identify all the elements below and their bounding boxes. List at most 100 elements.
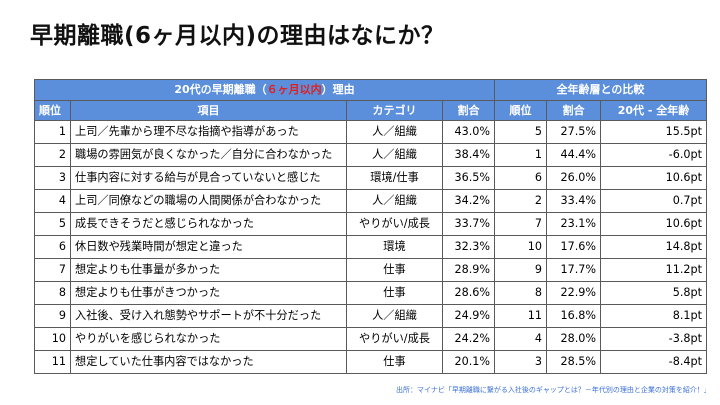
cell-rank: 9 (34, 304, 71, 328)
col-header-all-rank: 順位 (494, 100, 547, 121)
cell-all-pct: 28.0% (546, 327, 601, 351)
cell-category: 人／組織 (346, 143, 443, 167)
cell-item: 成長できそうだと感じられなかった (70, 212, 347, 236)
cell-rank: 11 (34, 350, 71, 374)
cell-item: 入社後、受け入れ態勢やサポートが不十分だった (70, 304, 347, 328)
cell-diff: 8.1pt (600, 304, 707, 328)
cell-item: 仕事内容に対する給与が見合っていないと感じた (70, 166, 347, 190)
cell-diff: 10.6pt (600, 166, 707, 190)
cell-item: やりがいを感じられなかった (70, 327, 347, 351)
cell-item: 想定よりも仕事がきつかった (70, 281, 347, 305)
cell-rank: 3 (34, 166, 71, 190)
cell-diff: -6.0pt (600, 143, 707, 167)
group-header-row: 20代の早期離職（６ヶ月以内）理由 全年齢層との比較 (34, 79, 707, 101)
cell-all-rank: 7 (494, 212, 547, 236)
table-row: 3 仕事内容に対する給与が見合っていないと感じた 環境/仕事 36.5% 6 2… (34, 166, 707, 190)
cell-all-pct: 44.4% (546, 143, 601, 167)
cell-all-pct: 16.8% (546, 304, 601, 328)
cell-all-pct: 17.7% (546, 258, 601, 282)
col-header-category: カテゴリ (346, 100, 443, 121)
cell-all-rank: 1 (494, 143, 547, 167)
group-header-20s: 20代の早期離職（６ヶ月以内）理由 (34, 79, 495, 101)
cell-category: 人／組織 (346, 120, 443, 144)
table-row: 1 上司／先輩から理不尽な指摘や指導があった 人／組織 43.0% 5 27.5… (34, 120, 707, 144)
cell-all-rank: 11 (494, 304, 547, 328)
cell-diff: -3.8pt (600, 327, 707, 351)
col-header-item: 項目 (70, 100, 347, 121)
cell-category: 仕事 (346, 350, 443, 374)
cell-all-rank: 3 (494, 350, 547, 374)
cell-diff: -8.4pt (600, 350, 707, 374)
group-header-20s-prefix: 20代の早期離職（ (174, 83, 267, 96)
cell-category: 仕事 (346, 281, 443, 305)
cell-category: やりがい/成長 (346, 327, 443, 351)
cell-all-pct: 28.5% (546, 350, 601, 374)
cell-rank: 10 (34, 327, 71, 351)
table-row: 5 成長できそうだと感じられなかった やりがい/成長 33.7% 7 23.1%… (34, 212, 707, 236)
group-header-20s-suffix: ）理由 (321, 83, 355, 96)
cell-rank: 5 (34, 212, 71, 236)
cell-pct: 34.2% (442, 189, 495, 213)
cell-all-rank: 6 (494, 166, 547, 190)
cell-item: 上司／先輩から理不尽な指摘や指導があった (70, 120, 347, 144)
col-header-diff: 20代 - 全年齢 (600, 100, 707, 121)
cell-pct: 36.5% (442, 166, 495, 190)
cell-category: 人／組織 (346, 189, 443, 213)
group-header-all-ages: 全年齢層との比較 (494, 79, 707, 101)
cell-all-pct: 27.5% (546, 120, 601, 144)
cell-all-rank: 4 (494, 327, 547, 351)
col-header-all-pct: 割合 (546, 100, 601, 121)
table-row: 8 想定よりも仕事がきつかった 仕事 28.6% 8 22.9% 5.8pt (34, 281, 707, 305)
col-header-pct: 割合 (442, 100, 495, 121)
cell-rank: 4 (34, 189, 71, 213)
cell-pct: 38.4% (442, 143, 495, 167)
cell-rank: 8 (34, 281, 71, 305)
cell-all-pct: 33.4% (546, 189, 601, 213)
cell-pct: 28.6% (442, 281, 495, 305)
cell-all-pct: 17.6% (546, 235, 601, 259)
cell-all-rank: 8 (494, 281, 547, 305)
cell-rank: 7 (34, 258, 71, 282)
cell-pct: 24.9% (442, 304, 495, 328)
cell-diff: 10.6pt (600, 212, 707, 236)
cell-diff: 15.5pt (600, 120, 707, 144)
table-row: 10 やりがいを感じられなかった やりがい/成長 24.2% 4 28.0% -… (34, 327, 707, 351)
page-title: 早期離職(6ヶ月以内)の理由はなにか？ (30, 23, 445, 49)
cell-pct: 32.3% (442, 235, 495, 259)
cell-diff: 11.2pt (600, 258, 707, 282)
cell-all-pct: 26.0% (546, 166, 601, 190)
cell-pct: 24.2% (442, 327, 495, 351)
col-header-rank: 順位 (34, 100, 71, 121)
cell-all-rank: 9 (494, 258, 547, 282)
cell-all-rank: 2 (494, 189, 547, 213)
cell-all-rank: 5 (494, 120, 547, 144)
table-row: 11 想定していた仕事内容ではなかった 仕事 20.1% 3 28.5% -8.… (34, 350, 707, 374)
group-header-20s-highlight: ６ヶ月以内 (266, 83, 322, 96)
cell-pct: 28.9% (442, 258, 495, 282)
cell-diff: 5.8pt (600, 281, 707, 305)
cell-category: 環境 (346, 235, 443, 259)
cell-rank: 2 (34, 143, 71, 167)
table-row: 2 職場の雰囲気が良くなかった／自分に合わなかった 人／組織 38.4% 1 4… (34, 143, 707, 167)
cell-category: 環境/仕事 (346, 166, 443, 190)
cell-item: 想定していた仕事内容ではなかった (70, 350, 347, 374)
cell-all-pct: 22.9% (546, 281, 601, 305)
cell-rank: 1 (34, 120, 71, 144)
cell-item: 想定よりも仕事量が多かった (70, 258, 347, 282)
early-turnover-table: 20代の早期離職（６ヶ月以内）理由 全年齢層との比較 順位 項目 カテゴリ 割合… (34, 79, 707, 374)
cell-category: 人／組織 (346, 304, 443, 328)
cell-diff: 0.7pt (600, 189, 707, 213)
table-row: 6 休日数や残業時間が想定と違った 環境 32.3% 10 17.6% 14.8… (34, 235, 707, 259)
source-link[interactable]: 出所：マイナビ「早期離職に繋がる入社後のギャップとは？－年代別の理由と企業の対策… (396, 386, 706, 394)
cell-category: 仕事 (346, 258, 443, 282)
cell-all-pct: 23.1% (546, 212, 601, 236)
table-row: 4 上司／同僚などの職場の人間関係が合わなかった 人／組織 34.2% 2 33… (34, 189, 707, 213)
cell-pct: 33.7% (442, 212, 495, 236)
cell-item: 職場の雰囲気が良くなかった／自分に合わなかった (70, 143, 347, 167)
cell-item: 休日数や残業時間が想定と違った (70, 235, 347, 259)
cell-category: やりがい/成長 (346, 212, 443, 236)
cell-pct: 43.0% (442, 120, 495, 144)
cell-item: 上司／同僚などの職場の人間関係が合わなかった (70, 189, 347, 213)
table-row: 7 想定よりも仕事量が多かった 仕事 28.9% 9 17.7% 11.2pt (34, 258, 707, 282)
cell-all-rank: 10 (494, 235, 547, 259)
